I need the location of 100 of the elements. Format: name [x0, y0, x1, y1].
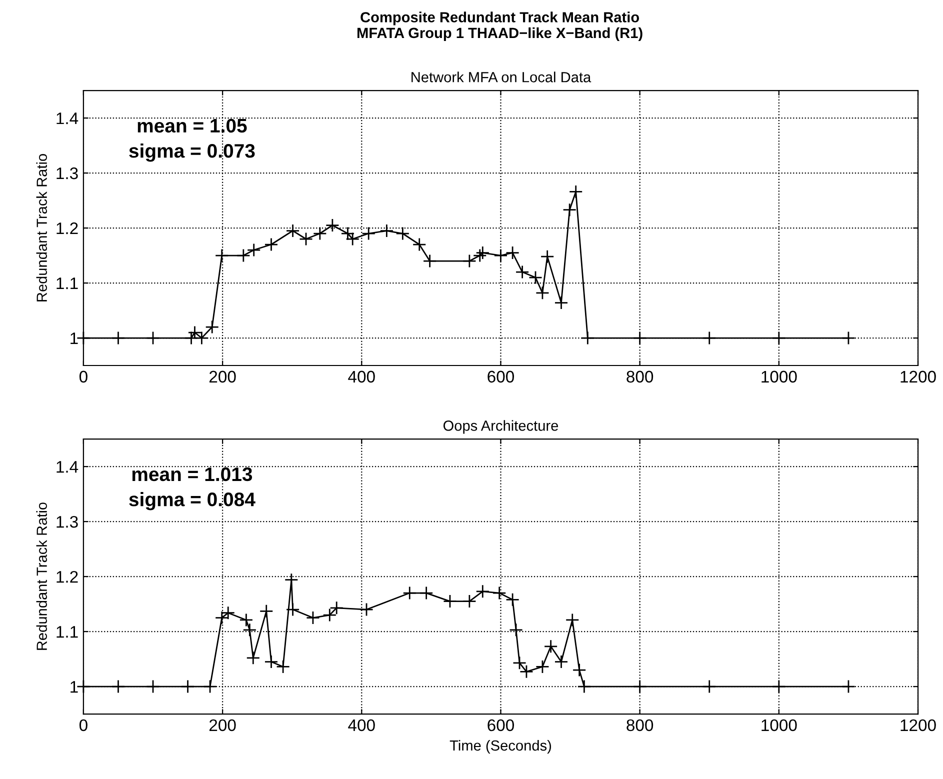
point [194, 331, 209, 345]
point [702, 680, 716, 694]
point [842, 331, 856, 345]
point [528, 270, 542, 284]
point [286, 602, 300, 616]
point [205, 320, 220, 334]
y-axis-title: Redundant Track Ratio [36, 502, 47, 650]
point [203, 680, 217, 694]
x-tick-label: 1200 [900, 370, 936, 383]
point [362, 226, 376, 240]
chart-title: Composite Redundant Track Mean Ratio MFATA Group 1 THAAD−like X−Band (R1) [357, 12, 642, 41]
point [346, 232, 360, 246]
point [536, 660, 550, 674]
point [554, 296, 568, 310]
point [536, 286, 550, 300]
point [111, 680, 126, 694]
chart-title: Oops Architecture [443, 420, 558, 434]
point [842, 680, 856, 694]
point [239, 613, 254, 627]
point [568, 184, 583, 199]
point [259, 604, 274, 618]
x-tick-label: 400 [348, 370, 375, 383]
point [554, 654, 568, 669]
point [476, 584, 490, 598]
point [772, 331, 786, 345]
y-axis-title: Redundant Track Ratio [36, 154, 47, 302]
point [236, 248, 250, 262]
point [312, 226, 327, 240]
point [276, 660, 290, 674]
y-tick-label: 1.3 [56, 167, 78, 180]
point [512, 656, 526, 670]
point [492, 586, 506, 600]
point [506, 246, 520, 260]
y-tick-label: 1.4 [56, 112, 78, 124]
point [544, 639, 558, 654]
point [419, 586, 434, 600]
chart-subtitle: Network MFA on Local Data [412, 72, 592, 82]
point [242, 622, 257, 637]
point [380, 224, 394, 238]
x-tick-label: 0 [79, 370, 88, 383]
point [402, 586, 417, 600]
y-tick-label: 1.3 [56, 516, 78, 528]
point [562, 202, 577, 217]
x-tick-label: 200 [209, 370, 236, 383]
point [632, 680, 647, 694]
point [246, 650, 260, 665]
x-tick-label: 600 [488, 719, 514, 732]
point [702, 331, 716, 345]
point [462, 254, 476, 268]
point [306, 610, 320, 625]
x-tick-label: 1000 [762, 370, 797, 383]
point [264, 654, 278, 669]
x-tick-label: 600 [488, 370, 514, 383]
x-tick-label: 1200 [900, 719, 936, 732]
point [772, 680, 786, 694]
point [520, 664, 534, 679]
point [360, 602, 374, 616]
point [422, 254, 437, 268]
annotation: mean = 1.013 sigma = 0.084 [129, 467, 256, 510]
point [284, 572, 298, 587]
y-tick-label: 1 [70, 681, 78, 693]
point [299, 232, 313, 246]
point [180, 680, 195, 694]
point [572, 663, 586, 677]
point [111, 331, 126, 345]
x-tick-label: 1000 [762, 719, 797, 732]
annotation: mean = 1.05 sigma = 0.073 [129, 118, 255, 162]
point [509, 622, 523, 637]
point [443, 594, 457, 608]
y-tick-label: 1.4 [56, 461, 78, 473]
x-tick-label: 400 [348, 719, 375, 732]
point [325, 218, 340, 232]
point [472, 248, 487, 262]
point [515, 265, 530, 279]
point [580, 331, 595, 345]
x-tick-label: 800 [626, 370, 654, 383]
point [264, 238, 278, 252]
y-tick-label: 1.2 [56, 570, 78, 583]
point [246, 243, 261, 257]
y-tick-label: 1 [70, 332, 78, 344]
point [146, 331, 160, 345]
point [494, 248, 508, 262]
x-tick-label: 200 [209, 719, 236, 732]
y-tick-label: 1.1 [56, 278, 78, 290]
x-tick-label: 0 [79, 719, 88, 732]
point [577, 680, 592, 694]
point [506, 592, 520, 607]
point [565, 613, 580, 627]
point [412, 238, 426, 252]
point [476, 246, 490, 260]
point [146, 680, 160, 694]
x-axis-title: Time (Seconds) [450, 740, 552, 754]
point [214, 248, 229, 262]
point [632, 331, 647, 345]
point [396, 226, 410, 240]
point [76, 680, 90, 694]
y-tick-label: 1.1 [56, 626, 78, 638]
point [286, 224, 300, 238]
point [340, 226, 355, 240]
point [462, 594, 476, 608]
